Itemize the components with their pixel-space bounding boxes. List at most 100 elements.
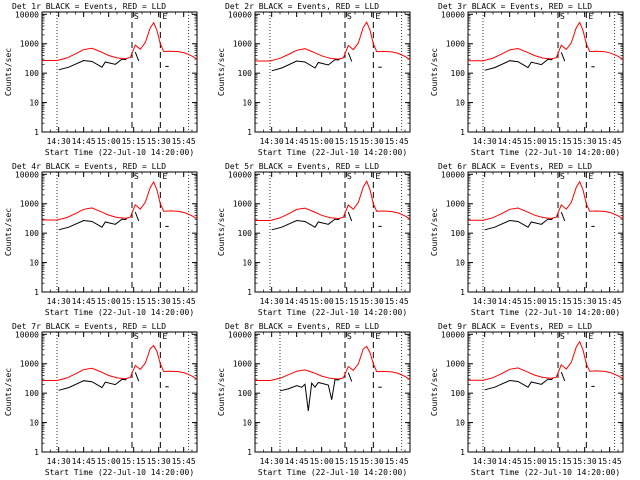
x-axis-label: Start Time (22-Jul-10 14:20:00) <box>258 148 407 157</box>
y-tick-label: 1000 <box>446 200 465 209</box>
x-tick-label: 15:15 <box>548 297 572 306</box>
plot-frame <box>254 171 411 293</box>
y-tick-label: 1 <box>460 288 465 297</box>
series <box>484 211 595 231</box>
segment-marker-label: E <box>375 12 380 21</box>
series-line <box>58 57 128 71</box>
segment-marker-label: E <box>162 12 167 21</box>
x-tick-label: 15:45 <box>385 297 409 306</box>
x-tick-label: 15:00 <box>97 297 121 306</box>
y-tick-label: 10000 <box>15 330 39 339</box>
y-tick-label: 1000 <box>446 360 465 369</box>
series-line <box>58 217 128 231</box>
x-tick-label: 15:30 <box>360 137 384 146</box>
y-tick-label: 1000 <box>233 360 252 369</box>
series <box>484 52 595 71</box>
y-axis-label: Counts/sec <box>430 368 439 416</box>
chart-title: Det 6r BLACK = Events, RED = LLD <box>438 162 592 171</box>
series-line <box>347 372 353 382</box>
x-tick-label: 14:45 <box>498 137 522 146</box>
x-tick-label: 15:45 <box>598 297 622 306</box>
series-line <box>484 217 554 231</box>
x-tick-label: 14:45 <box>498 457 522 466</box>
x-tick-label: 15:30 <box>573 457 597 466</box>
x-tick-label: 15:30 <box>360 297 384 306</box>
y-tick-label: 10000 <box>15 170 39 179</box>
x-tick-label: 15:00 <box>523 297 547 306</box>
y-axis-label: Counts/sec <box>4 208 13 256</box>
detector-chart: Det 2r BLACK = Events, RED = LLD Counts/s… <box>217 2 411 157</box>
y-tick-label: 100 <box>238 229 253 238</box>
chart-title: Det 4r BLACK = Events, RED = LLD <box>12 162 166 171</box>
y-tick-label: 100 <box>238 389 253 398</box>
y-tick-label: 10000 <box>228 170 252 179</box>
segment-marker-label: S <box>134 172 139 181</box>
x-tick-label: 14:30 <box>47 297 71 306</box>
y-tick-label: 100 <box>25 69 40 78</box>
y-tick-label: 100 <box>25 389 40 398</box>
segment-marker-label: E <box>375 332 380 341</box>
series-line <box>279 378 341 411</box>
series <box>484 371 595 391</box>
series-line <box>42 21 198 61</box>
x-axis-label: Start Time (22-Jul-10 14:20:00) <box>45 308 194 317</box>
x-tick-label: 14:30 <box>260 137 284 146</box>
x-tick-label: 15:00 <box>310 137 334 146</box>
x-tick-label: 15:45 <box>172 137 196 146</box>
detector-chart: Det 4r BLACK = Events, RED = LLD Counts/s… <box>4 162 198 317</box>
y-tick-label: 100 <box>451 229 466 238</box>
y-tick-label: 10000 <box>15 10 39 19</box>
segment-marker-label: S <box>560 12 565 21</box>
x-tick-label: 14:30 <box>473 297 497 306</box>
y-tick-label: 10000 <box>228 330 252 339</box>
series <box>255 345 411 381</box>
y-tick-label: 10000 <box>228 10 252 19</box>
x-tick-label: 15:15 <box>122 297 146 306</box>
x-tick-label: 15:45 <box>385 457 409 466</box>
x-tick-label: 15:00 <box>523 457 547 466</box>
x-tick-label: 15:30 <box>573 297 597 306</box>
y-axis-label: Counts/sec <box>217 48 226 96</box>
y-axis-label: Counts/sec <box>217 368 226 416</box>
x-tick-label: 14:30 <box>260 457 284 466</box>
segment-marker-label: S <box>134 12 139 21</box>
y-tick-label: 100 <box>451 69 466 78</box>
x-tick-label: 15:15 <box>122 457 146 466</box>
x-axis-label: Start Time (22-Jul-10 14:20:00) <box>471 308 620 317</box>
chart-title: Det 2r BLACK = Events, RED = LLD <box>225 2 379 11</box>
segment-marker-label: S <box>560 172 565 181</box>
x-axis-label: Start Time (22-Jul-10 14:20:00) <box>45 468 194 477</box>
series-line <box>484 377 554 391</box>
plot-frame <box>467 331 624 453</box>
x-tick-label: 14:30 <box>260 297 284 306</box>
series <box>468 180 624 221</box>
series-line <box>347 211 353 222</box>
plot-frame <box>254 11 411 133</box>
x-tick-label: 15:45 <box>598 137 622 146</box>
y-tick-label: 10000 <box>441 10 465 19</box>
y-tick-label: 10 <box>242 99 252 108</box>
segment-marker-label: E <box>162 172 167 181</box>
series <box>58 51 169 71</box>
x-tick-label: 15:30 <box>147 137 171 146</box>
x-tick-label: 14:45 <box>285 297 309 306</box>
x-tick-label: 15:15 <box>548 137 572 146</box>
y-tick-label: 1 <box>247 288 252 297</box>
series <box>468 21 624 62</box>
series <box>255 21 411 62</box>
y-tick-label: 1000 <box>20 40 39 49</box>
series-line <box>560 52 566 62</box>
y-tick-label: 1 <box>34 128 39 137</box>
x-tick-label: 15:00 <box>97 137 121 146</box>
detector-chart: Det 3r BLACK = Events, RED = LLD Counts/s… <box>430 2 624 157</box>
segment-marker-label: E <box>588 332 593 341</box>
series <box>42 344 198 381</box>
segment-marker-label: S <box>347 332 352 341</box>
series-line <box>347 52 353 62</box>
x-tick-label: 15:45 <box>172 297 196 306</box>
x-tick-label: 14:30 <box>473 457 497 466</box>
x-tick-label: 15:45 <box>172 457 196 466</box>
x-tick-label: 15:45 <box>598 457 622 466</box>
chart-title: Det 9r BLACK = Events, RED = LLD <box>438 322 592 331</box>
x-tick-label: 15:30 <box>147 457 171 466</box>
